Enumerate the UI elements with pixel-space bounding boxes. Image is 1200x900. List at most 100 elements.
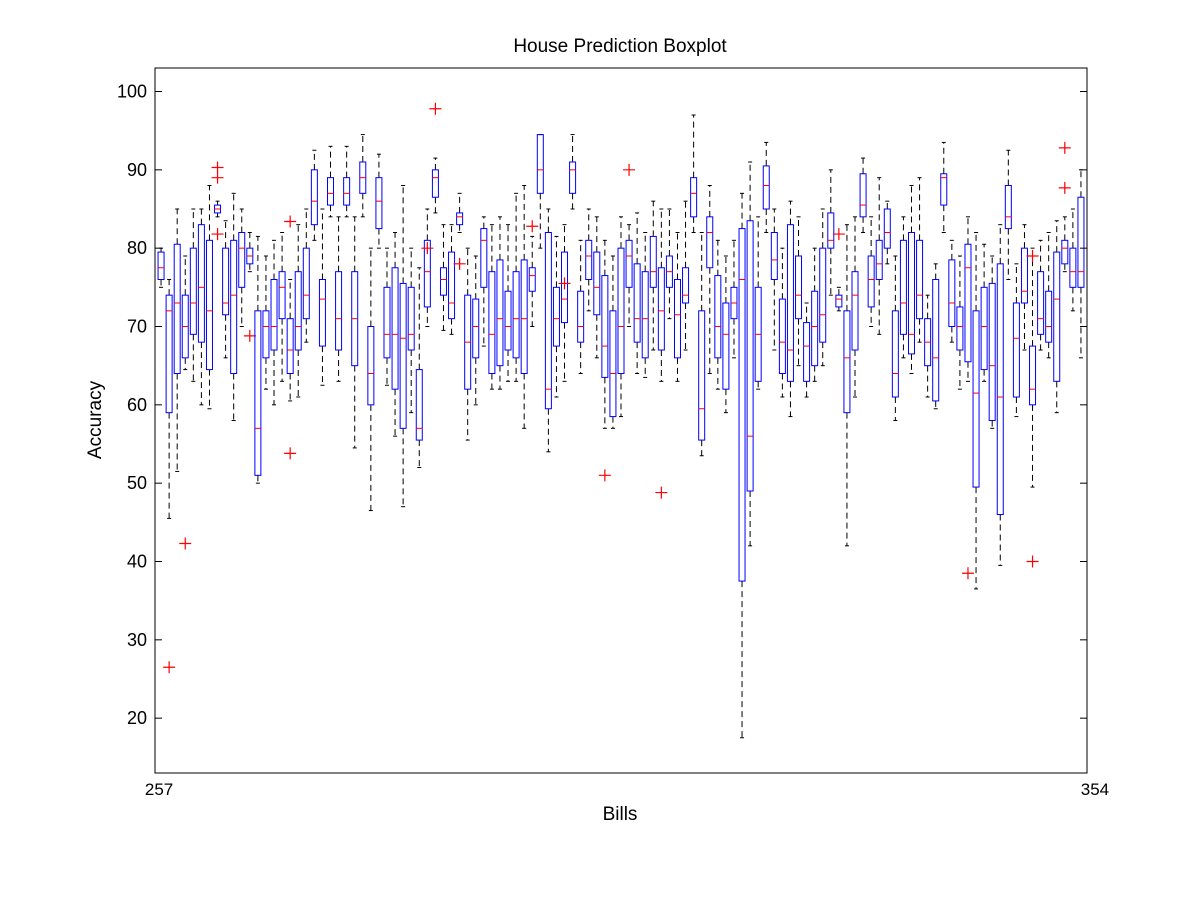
- box-iqr: [883, 208, 891, 249]
- box-group: [294, 224, 302, 398]
- box-iqr: [980, 286, 988, 371]
- box-iqr: [262, 310, 270, 359]
- outlier-marker: [598, 469, 611, 482]
- box-group: [383, 247, 391, 386]
- box-group: [980, 243, 988, 382]
- box-group: [163, 279, 176, 674]
- box-iqr: [786, 224, 794, 382]
- box-iqr: [1012, 302, 1020, 398]
- y-tick-label: 100: [117, 82, 147, 102]
- box-iqr: [238, 232, 246, 288]
- box-iqr: [569, 161, 577, 194]
- box-group: [391, 232, 399, 437]
- box-iqr: [197, 224, 205, 343]
- box-iqr: [407, 286, 415, 351]
- box-iqr: [722, 302, 730, 390]
- box-group: [439, 224, 447, 331]
- box-group: [262, 255, 270, 390]
- box-group: [811, 247, 819, 382]
- box-group: [770, 208, 778, 351]
- box-iqr: [496, 259, 504, 367]
- box-group: [988, 255, 996, 429]
- box-group: [883, 200, 891, 265]
- box-group: [972, 232, 980, 590]
- box-iqr: [932, 279, 940, 402]
- box-group: [891, 255, 899, 421]
- x-axis: 257 354: [145, 780, 1109, 799]
- box-group: [907, 185, 915, 374]
- y-axis: 20 30 40 50 60 70 80 90 100: [117, 82, 1087, 728]
- box-iqr: [657, 267, 665, 351]
- y-tick-label: 90: [127, 160, 147, 180]
- box-iqr: [472, 298, 480, 359]
- box-group: [421, 208, 434, 327]
- box-group: [310, 149, 318, 241]
- box-group: [996, 224, 1004, 566]
- box-group: [407, 247, 415, 414]
- box-group: [243, 232, 256, 342]
- y-tick-label: 40: [127, 552, 147, 572]
- box-iqr: [1020, 247, 1028, 304]
- y-tick-label: 60: [127, 395, 147, 415]
- y-tick-label: 50: [127, 473, 147, 493]
- box-iqr: [714, 275, 722, 359]
- box-iqr: [552, 286, 560, 347]
- box-group: [851, 216, 859, 398]
- box-group: [682, 200, 690, 351]
- box-iqr: [948, 259, 956, 327]
- box-group: [875, 177, 883, 335]
- box-iqr: [843, 310, 851, 414]
- outlier-marker: [453, 257, 466, 270]
- box-group: [832, 228, 845, 312]
- box-group: [1004, 149, 1012, 280]
- box-iqr: [795, 255, 803, 320]
- box-group: [343, 145, 351, 218]
- chart-title: House Prediction Boxplot: [513, 36, 727, 57]
- box-group: [205, 185, 213, 410]
- box-group: [327, 145, 335, 218]
- box-iqr: [899, 239, 907, 335]
- box-group: [690, 114, 698, 233]
- box-group: [472, 255, 480, 406]
- box-group: [827, 169, 835, 296]
- box-group: [867, 216, 875, 327]
- box-group: [899, 216, 907, 359]
- box-group: [526, 220, 539, 327]
- box-group: [778, 247, 786, 398]
- box-iqr: [383, 286, 391, 359]
- box-group: [238, 208, 246, 327]
- y-tick-label: 30: [127, 630, 147, 650]
- box-iqr: [762, 165, 770, 210]
- box-group: [415, 267, 423, 468]
- outlier-marker: [211, 171, 224, 184]
- box-group: [722, 255, 730, 414]
- box-iqr: [746, 220, 754, 492]
- box-group: [932, 263, 940, 410]
- box-group: [948, 239, 956, 343]
- box-group: [1012, 263, 1020, 418]
- box-iqr: [577, 290, 585, 343]
- box-iqr: [609, 310, 617, 418]
- box-group: [359, 134, 367, 218]
- box-group: [367, 247, 375, 512]
- box-iqr: [173, 243, 181, 374]
- box-group: [173, 208, 181, 472]
- box-group: [714, 239, 722, 390]
- box-group: [633, 212, 641, 374]
- box-iqr: [367, 326, 375, 406]
- box-group: [623, 163, 636, 327]
- box-iqr: [1077, 196, 1085, 288]
- y-tick-label: 70: [127, 317, 147, 337]
- box-iqr: [835, 294, 843, 308]
- box-iqr: [1045, 290, 1053, 343]
- box-group: [641, 232, 649, 378]
- box-iqr: [528, 267, 536, 292]
- box-group: [916, 177, 924, 343]
- box-iqr: [504, 290, 512, 351]
- box-iqr: [536, 134, 544, 194]
- box-group: [577, 239, 585, 374]
- y-tick-label: 20: [127, 708, 147, 728]
- box-group: [536, 134, 544, 249]
